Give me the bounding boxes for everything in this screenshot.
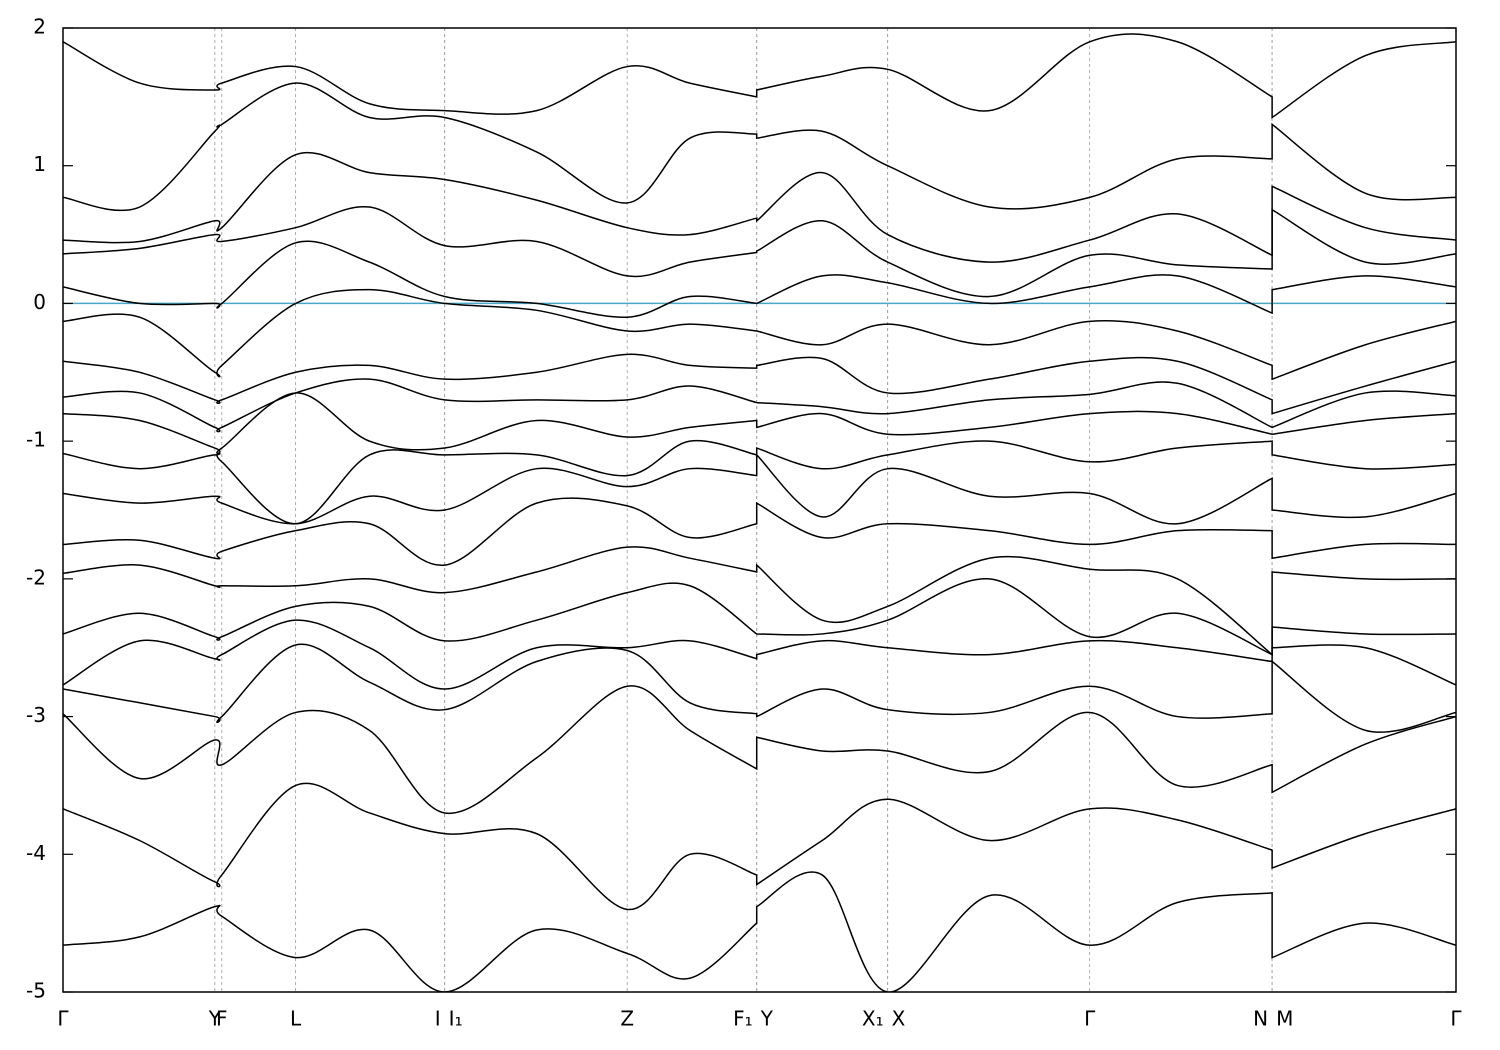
axes: 210-1-2-3-4-5Γ YF L I I₁ Z F₁ Y X₁ X Γ N M Γ bbox=[26, 15, 1462, 1031]
x-tick-label: L bbox=[290, 1007, 302, 1031]
y-tick-label: 1 bbox=[33, 152, 46, 176]
band-line bbox=[63, 497, 1456, 566]
band-line bbox=[63, 33, 1456, 119]
band-line bbox=[63, 685, 1456, 814]
band-line bbox=[63, 288, 1456, 381]
plot-frame bbox=[62, 27, 1457, 993]
x-tick-label: Z bbox=[620, 1007, 634, 1031]
y-tick-label: 2 bbox=[33, 15, 46, 39]
band-line bbox=[63, 151, 1456, 263]
band-line bbox=[63, 782, 1456, 911]
x-tick-label: N bbox=[1253, 1007, 1268, 1031]
band-line bbox=[63, 871, 1456, 992]
band-line bbox=[63, 82, 1456, 212]
x-tick-label: I₁ bbox=[449, 1007, 463, 1031]
x-tick-label: X bbox=[892, 1007, 906, 1031]
x-tick-label: Γ bbox=[57, 1007, 69, 1031]
band-line bbox=[63, 353, 1456, 415]
band-line bbox=[63, 546, 1456, 657]
y-tick-label: -2 bbox=[26, 565, 46, 589]
band-line bbox=[63, 392, 1456, 455]
band-line bbox=[63, 453, 1456, 525]
x-tick-label: I bbox=[435, 1007, 441, 1031]
x-tick-label: Y bbox=[760, 1007, 774, 1031]
band-line bbox=[63, 206, 1456, 298]
y-tick-label: -3 bbox=[26, 703, 46, 727]
band-line bbox=[63, 439, 1456, 525]
band-line bbox=[63, 240, 1456, 318]
x-tick-label: F₁ bbox=[733, 1007, 753, 1031]
bands bbox=[63, 33, 1456, 992]
y-tick-label: -4 bbox=[26, 841, 46, 865]
x-tick-label: Γ bbox=[1450, 1007, 1462, 1031]
band-line bbox=[63, 643, 1456, 733]
x-tick-label: Γ bbox=[1084, 1007, 1096, 1031]
band-line bbox=[63, 578, 1456, 656]
x-tick-label: Y bbox=[208, 1007, 222, 1031]
y-tick-label: -5 bbox=[26, 979, 46, 1003]
band-line bbox=[63, 378, 1456, 433]
y-tick-label: 0 bbox=[33, 290, 46, 314]
y-tick-label: -1 bbox=[26, 428, 46, 452]
x-tick-label: M bbox=[1276, 1007, 1293, 1031]
x-tick-label: X₁ bbox=[862, 1007, 884, 1031]
x-tick-label: F bbox=[216, 1007, 228, 1031]
band-line bbox=[63, 619, 1456, 690]
